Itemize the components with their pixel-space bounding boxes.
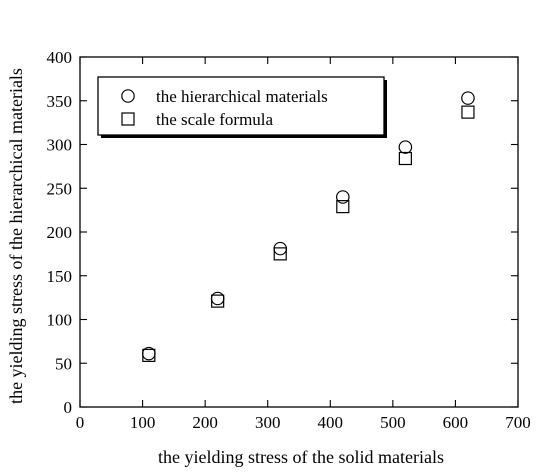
circle-marker — [461, 91, 475, 105]
data-markers — [142, 91, 475, 362]
y-tick-label: 400 — [47, 48, 73, 67]
square-marker — [398, 151, 412, 166]
y-tick-label: 100 — [47, 311, 73, 330]
y-tick-label: 0 — [64, 398, 73, 417]
legend-square-marker — [121, 112, 135, 126]
x-tick-label: 400 — [318, 413, 344, 432]
x-axis-label: the yielding stress of the solid materia… — [158, 447, 444, 467]
y-tick-label: 200 — [47, 223, 73, 242]
legend-label-hierarchical: the hierarchical materials — [156, 87, 328, 106]
legend: the hierarchical materials the scale for… — [97, 76, 387, 138]
y-axis-ticks: 0 50 100 150 200 250 300 350 400 — [47, 48, 518, 417]
legend-box — [97, 76, 385, 136]
x-axis-ticks: 0 100 200 300 400 500 600 700 — [76, 57, 531, 432]
y-tick-label: 250 — [47, 179, 73, 198]
legend-label-scale-formula: the scale formula — [156, 110, 274, 129]
x-tick-label: 0 — [76, 413, 85, 432]
x-tick-label: 300 — [255, 413, 281, 432]
x-tick-label: 100 — [130, 413, 156, 432]
square-marker — [336, 200, 350, 214]
circle-marker — [398, 140, 413, 154]
x-tick-label: 600 — [443, 413, 469, 432]
circle-marker — [210, 291, 225, 306]
square-marker — [211, 294, 225, 308]
y-tick-label: 150 — [47, 267, 73, 286]
circle-marker — [273, 241, 288, 256]
x-tick-label: 200 — [192, 413, 218, 432]
square-marker — [461, 105, 475, 119]
square-marker — [273, 247, 287, 261]
square-marker — [142, 348, 156, 362]
y-axis-label: the yielding stress of the hierarchical … — [6, 68, 26, 404]
circle-marker — [335, 190, 350, 204]
legend-circle-marker — [121, 89, 135, 103]
y-tick-label: 350 — [47, 92, 73, 111]
y-tick-label: 50 — [55, 354, 72, 373]
y-tick-label: 300 — [47, 136, 73, 155]
x-tick-label: 700 — [505, 413, 531, 432]
x-tick-label: 500 — [380, 413, 406, 432]
